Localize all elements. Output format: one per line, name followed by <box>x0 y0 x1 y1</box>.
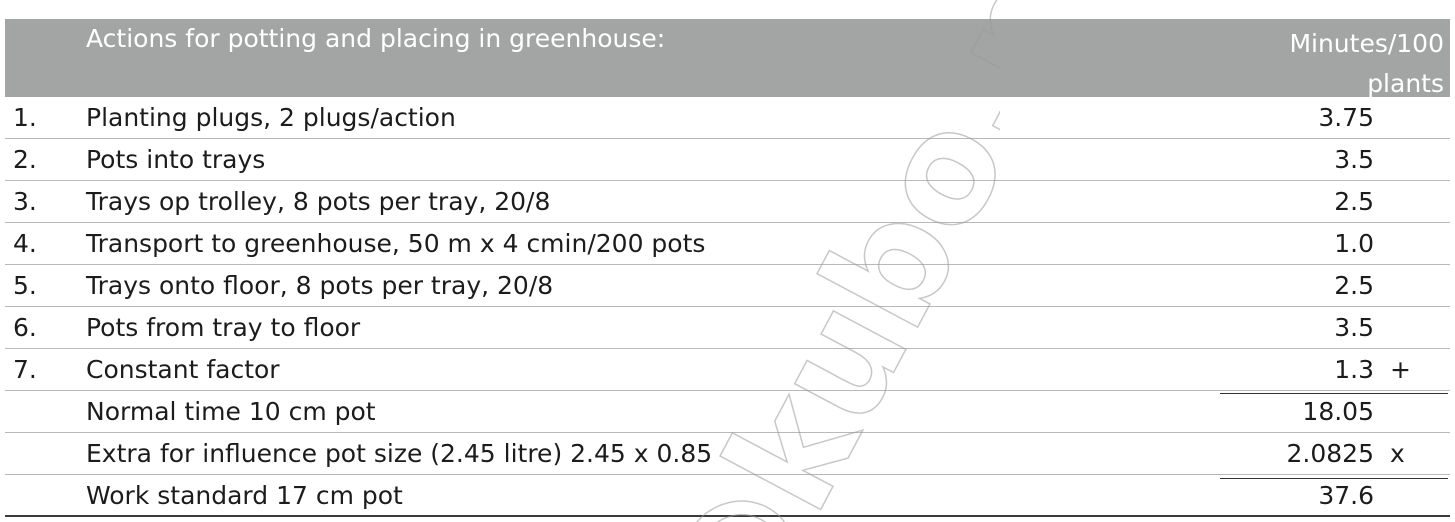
row-value: 18.05 <box>1302 397 1374 426</box>
table-row: 3. Trays op trolley, 8 pots per tray, 20… <box>5 181 1450 223</box>
row-value: 1.3 <box>1334 355 1374 384</box>
row-value: 2.5 <box>1334 271 1374 300</box>
row-operator: x <box>1390 439 1405 468</box>
row-description: Transport to greenhouse, 50 m x 4 cmin/2… <box>86 229 706 258</box>
row-description: Trays op trolley, 8 pots per tray, 20/8 <box>86 187 551 216</box>
header-unit-line1: Minutes/100 <box>1289 29 1444 58</box>
table-row: 7. Constant factor 1.3 + <box>5 349 1450 391</box>
row-description: Pots from tray to floor <box>86 313 361 342</box>
table-row: Work standard 17 cm pot 37.6 <box>5 475 1450 517</box>
row-description: Constant factor <box>86 355 280 384</box>
row-value: 3.5 <box>1334 313 1374 342</box>
header-unit: Minutes/100 plants <box>1289 24 1444 104</box>
table-row: 2. Pots into trays 3.5 <box>5 139 1450 181</box>
row-number: 3. <box>13 187 37 216</box>
header-unit-line2: plants <box>1367 69 1444 98</box>
row-number: 4. <box>13 229 37 258</box>
row-value: 1.0 <box>1334 229 1374 258</box>
table-row: Normal time 10 cm pot 18.05 <box>5 391 1450 433</box>
row-number: 7. <box>13 355 37 384</box>
row-value: 2.5 <box>1334 187 1374 216</box>
row-description: Planting plugs, 2 plugs/action <box>86 103 456 132</box>
row-value: 3.75 <box>1318 103 1374 132</box>
table-row: Extra for influence pot size (2.45 litre… <box>5 433 1450 475</box>
table-row: 6. Pots from tray to floor 3.5 <box>5 307 1450 349</box>
row-description: Extra for influence pot size (2.45 litre… <box>86 439 713 468</box>
row-number: 1. <box>13 103 37 132</box>
row-operator: + <box>1390 355 1411 384</box>
row-description: Normal time 10 cm pot <box>86 397 376 426</box>
row-value: 3.5 <box>1334 145 1374 174</box>
row-number: 2. <box>13 145 37 174</box>
table-row: 4. Transport to greenhouse, 50 m x 4 cmi… <box>5 223 1450 265</box>
table-row: 1. Planting plugs, 2 plugs/action 3.75 <box>5 97 1450 139</box>
work-standard-table: Actions for potting and placing in green… <box>5 19 1450 517</box>
table-header: Actions for potting and placing in green… <box>5 19 1450 98</box>
row-description: Work standard 17 cm pot <box>86 481 403 510</box>
product-line <box>1220 478 1448 479</box>
header-title: Actions for potting and placing in green… <box>86 24 666 53</box>
row-description: Pots into trays <box>86 145 266 174</box>
row-number: 5. <box>13 271 37 300</box>
row-number: 6. <box>13 313 37 342</box>
row-value: 37.6 <box>1318 481 1374 510</box>
row-description: Trays onto floor, 8 pots per tray, 20/8 <box>86 271 554 300</box>
sum-line <box>1220 393 1448 394</box>
table-row: 5. Trays onto floor, 8 pots per tray, 20… <box>5 265 1450 307</box>
row-value: 2.0825 <box>1286 439 1374 468</box>
